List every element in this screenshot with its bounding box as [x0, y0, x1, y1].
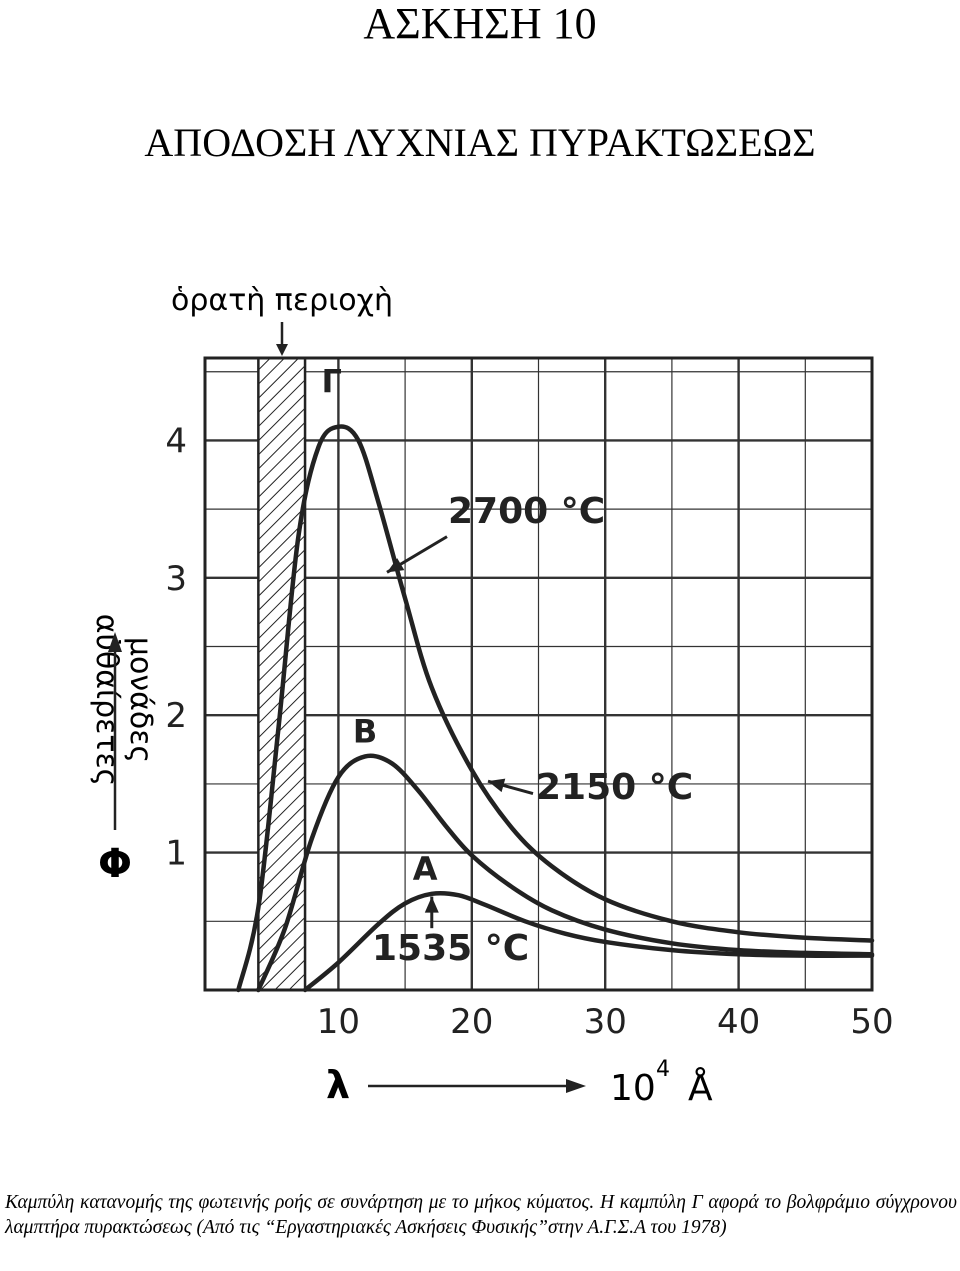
series-label-Γ: Γ: [322, 362, 342, 400]
x-axis-unit-exponent: 4: [656, 1057, 670, 1082]
x-axis-arrow-head: [566, 1079, 586, 1093]
series-line-Α: [302, 890, 875, 993]
visible-region-label: ὁρατὴ περιοχὴ: [171, 283, 393, 318]
x-tick-label: 30: [584, 1002, 627, 1042]
figure-caption: Καμπύλη κατανομής της φωτεινής ροής σε σ…: [5, 1192, 957, 1238]
y-tick-label: 1: [165, 834, 187, 874]
plot-frame: [203, 356, 874, 992]
temperature-label-Β: 2150 °C: [536, 767, 693, 808]
temperature-pointer-Α-head: [424, 896, 439, 913]
temperature-label-Α: 1535 °C: [372, 928, 529, 969]
y-tick-label: 4: [165, 421, 187, 461]
x-tick-label: 10: [317, 1002, 360, 1042]
page-subtitle: ΑΠΟΔΟΣΗ ΛΥΧΝΙΑΣ ΠΥΡΑΚΤΩΣΕΩΣ: [144, 120, 816, 165]
grid: [205, 358, 872, 990]
visible-region-arrow-head: [276, 344, 288, 356]
plot-border: [203, 356, 874, 992]
series-line-Γ: [236, 424, 875, 993]
y-axis-symbol: Φ: [98, 841, 132, 887]
exercise-title: ΑΣΚΗΣΗ 10: [363, 0, 597, 48]
x-tick-label: 40: [717, 1002, 760, 1042]
x-tick-label: 20: [450, 1002, 493, 1042]
temperature-label-Γ: 2700 °C: [448, 491, 605, 532]
temperature-pointer-Γ-head: [387, 558, 405, 573]
temperature-pointer-Β-head: [488, 778, 506, 793]
y-tick-label: 3: [165, 559, 187, 599]
series-label-Β: Β: [353, 713, 377, 751]
x-tick-label: 50: [850, 1002, 893, 1042]
series-line-Β: [256, 753, 875, 993]
curves: Γ Β Α 2700 °C 2150 °C 1535 °C: [236, 362, 875, 993]
x-axis-angstrom: Å: [688, 1066, 713, 1109]
tick-labels: 10 20 30 40 50 1 2 3 4: [165, 421, 893, 1042]
y-axis-label-group: αὐθαίρετες μονάδες: [89, 614, 158, 787]
y-tick-label: 2: [165, 696, 187, 736]
y-axis-arrow-head: [108, 632, 122, 652]
y-axis-label-line1: αὐθαίρετες: [89, 614, 124, 787]
y-axis-label-line2: μονάδες: [123, 637, 158, 763]
x-axis-symbol: λ: [326, 1063, 350, 1107]
visible-region: [257, 356, 307, 992]
x-axis-unit: 10: [610, 1068, 656, 1109]
series-label-Α: Α: [413, 850, 438, 888]
